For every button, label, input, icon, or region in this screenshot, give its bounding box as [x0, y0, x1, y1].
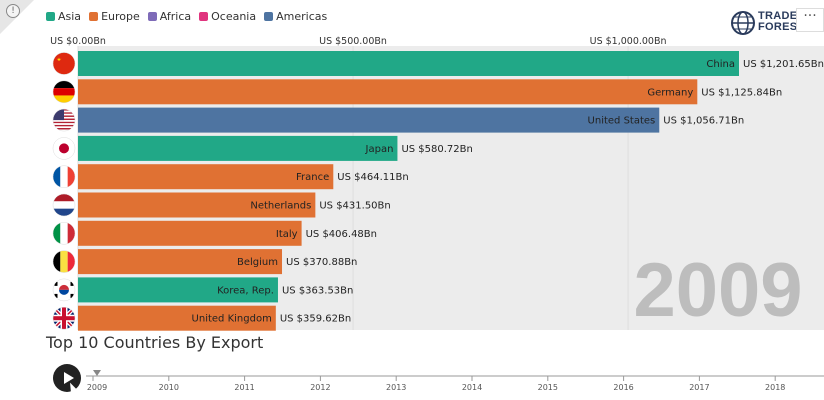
- legend-item-africa[interactable]: Africa: [147, 10, 192, 23]
- bar-value-label: US $1,056.71Bn: [663, 116, 744, 127]
- timeline-year-label[interactable]: 2012: [310, 383, 330, 392]
- italy-flag-icon: [52, 222, 76, 245]
- trade-foresight-logo: TRADE FORESIGHT: [730, 8, 824, 38]
- japan-flag-icon: [52, 137, 76, 160]
- legend-item-asia[interactable]: Asia: [46, 10, 81, 23]
- more-options-button[interactable]: ···: [796, 8, 824, 32]
- chart-title: Top 10 Countries By Export: [46, 333, 264, 352]
- legend-swatch: [264, 12, 274, 21]
- legend-swatch: [46, 12, 55, 21]
- bar-korea-rep-[interactable]: [78, 277, 278, 303]
- timeline-handle[interactable]: [93, 370, 101, 376]
- timeline-year-label[interactable]: 2015: [538, 383, 558, 392]
- netherlands-flag-icon: [52, 193, 76, 217]
- bar-value-label: US $1,125.84Bn: [701, 87, 782, 98]
- germany-flag-icon: [52, 80, 76, 104]
- bar-value-label: US $370.88Bn: [286, 257, 357, 268]
- bar-belgium[interactable]: [78, 249, 283, 275]
- year-watermark: 2009: [633, 248, 802, 333]
- legend-item-oceania[interactable]: Oceania: [199, 10, 256, 23]
- timeline-year-label[interactable]: 2013: [386, 383, 406, 392]
- legend: Asia Europe Africa Oceania Americas: [46, 10, 327, 23]
- timeline-year-label[interactable]: 2017: [689, 383, 709, 392]
- info-icon[interactable]: !: [6, 4, 20, 18]
- bar-united-kingdom[interactable]: [78, 305, 276, 331]
- timeline-year-label[interactable]: 2014: [462, 383, 482, 392]
- bar-value-label: US $580.72Bn: [401, 144, 472, 155]
- china-flag-icon: [52, 52, 76, 75]
- timeline-year-label[interactable]: 2009: [87, 383, 107, 392]
- bar-germany[interactable]: [78, 79, 698, 105]
- bar-value-label: US $1,201.65Bn: [743, 59, 824, 70]
- legend-label: Africa: [159, 10, 192, 23]
- play-button[interactable]: [53, 364, 81, 392]
- belgium-flag-icon: [52, 250, 76, 273]
- bar-value-label: US $359.62Bn: [280, 314, 351, 325]
- legend-swatch: [89, 12, 99, 21]
- korea-flag-icon: [52, 278, 76, 302]
- legend-label: Asia: [58, 10, 82, 23]
- legend-label: Oceania: [211, 10, 257, 23]
- logo-line-2: FORESIGHT: [758, 21, 824, 33]
- bar-value-label: US $363.53Bn: [282, 285, 353, 296]
- usa-flag-icon: [52, 108, 76, 132]
- logo-text: TRADE FORESIGHT: [758, 11, 824, 33]
- logo-line-1: TRADE: [758, 10, 798, 22]
- x-tick-label: US $1,000.00Bn: [590, 36, 667, 47]
- bar-japan[interactable]: [78, 135, 398, 161]
- legend-item-europe[interactable]: Europe: [89, 10, 140, 23]
- uk-flag-icon: [52, 306, 76, 330]
- timeline-year-label[interactable]: 2016: [613, 383, 633, 392]
- x-tick-label: US $500.00Bn: [319, 36, 387, 47]
- bar-value-label: US $464.11Bn: [337, 172, 408, 183]
- legend-item-americas[interactable]: Americas: [264, 10, 327, 23]
- legend-label: Americas: [276, 10, 328, 23]
- x-tick-label: US $0.00Bn: [50, 36, 106, 47]
- globe-icon: [731, 11, 755, 35]
- bar-china[interactable]: [78, 51, 739, 76]
- bar-france[interactable]: [78, 164, 334, 190]
- timeline-year-label[interactable]: 2011: [234, 383, 254, 392]
- timeline-year-label[interactable]: 2010: [159, 383, 179, 392]
- bar-italy[interactable]: [78, 220, 302, 246]
- bar-value-label: US $406.48Bn: [306, 229, 377, 240]
- bar-value-label: US $431.50Bn: [319, 201, 390, 212]
- legend-swatch: [199, 12, 209, 21]
- france-flag-icon: [52, 165, 76, 188]
- bar-netherlands[interactable]: [78, 192, 316, 218]
- bar-united-states[interactable]: [78, 107, 660, 133]
- legend-label: Europe: [101, 10, 140, 23]
- legend-swatch: [147, 12, 157, 21]
- timeline-year-label[interactable]: 2018: [765, 383, 785, 392]
